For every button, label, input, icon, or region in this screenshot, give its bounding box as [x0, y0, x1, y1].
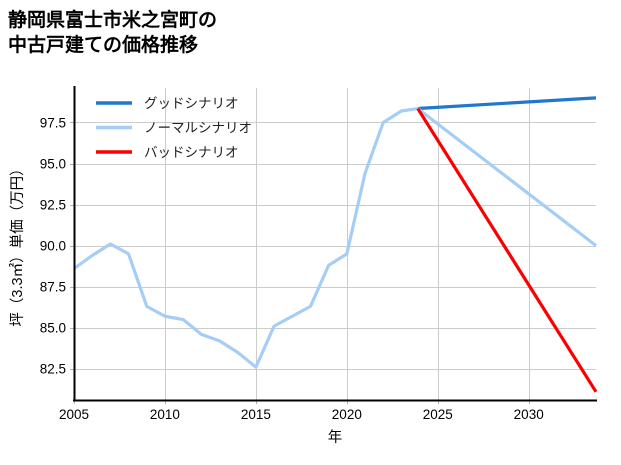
page-title: 静岡県富士市米之宮町の 中古戸建ての価格推移	[8, 8, 217, 58]
y-tick-label: 95.0	[40, 156, 66, 171]
legend-label-good: グッドシナリオ	[144, 96, 239, 111]
x-tick-label: 2020	[332, 407, 362, 422]
axis-spines	[73, 86, 597, 402]
axis-titles: 年 坪（3.3㎡）単価（万円）	[9, 161, 342, 446]
y-tick-label: 92.5	[40, 197, 66, 212]
x-axis-tick-labels: 2005 2010 2015 2020 2025 2030	[59, 407, 544, 422]
x-tick-label: 2010	[150, 407, 180, 422]
title-line-2: 中古戸建ての価格推移	[8, 35, 199, 57]
y-tick-label: 87.5	[40, 279, 66, 294]
y-axis-title: 坪（3.3㎡）単価（万円）	[9, 161, 26, 326]
series-line-good	[417, 96, 597, 111]
y-tick-label: 82.5	[40, 362, 66, 377]
x-axis-title: 年	[328, 429, 343, 446]
x-tick-label: 2025	[423, 407, 453, 422]
data-series-group	[73, 96, 598, 393]
legend-label-normal: ノーマルシナリオ	[144, 121, 252, 136]
legend-label-bad: バッドシナリオ	[144, 145, 239, 160]
x-gridlines	[74, 88, 530, 400]
title-line-1: 静岡県富士市米之宮町の	[8, 10, 218, 31]
series-line-bad	[416, 107, 598, 393]
y-tick-label: 97.5	[40, 115, 66, 130]
y-gridlines	[74, 122, 596, 370]
x-tick-label: 2030	[514, 407, 544, 422]
y-axis-tick-labels: 82.5 85.0 87.5 90.0 92.5 95.0 97.5	[40, 115, 66, 376]
x-tick-label: 2015	[241, 407, 271, 422]
y-tick-label: 90.0	[40, 238, 66, 253]
series-line-normal	[73, 106, 597, 369]
x-tick-label: 2005	[59, 407, 89, 422]
y-tick-label: 85.0	[40, 321, 66, 336]
